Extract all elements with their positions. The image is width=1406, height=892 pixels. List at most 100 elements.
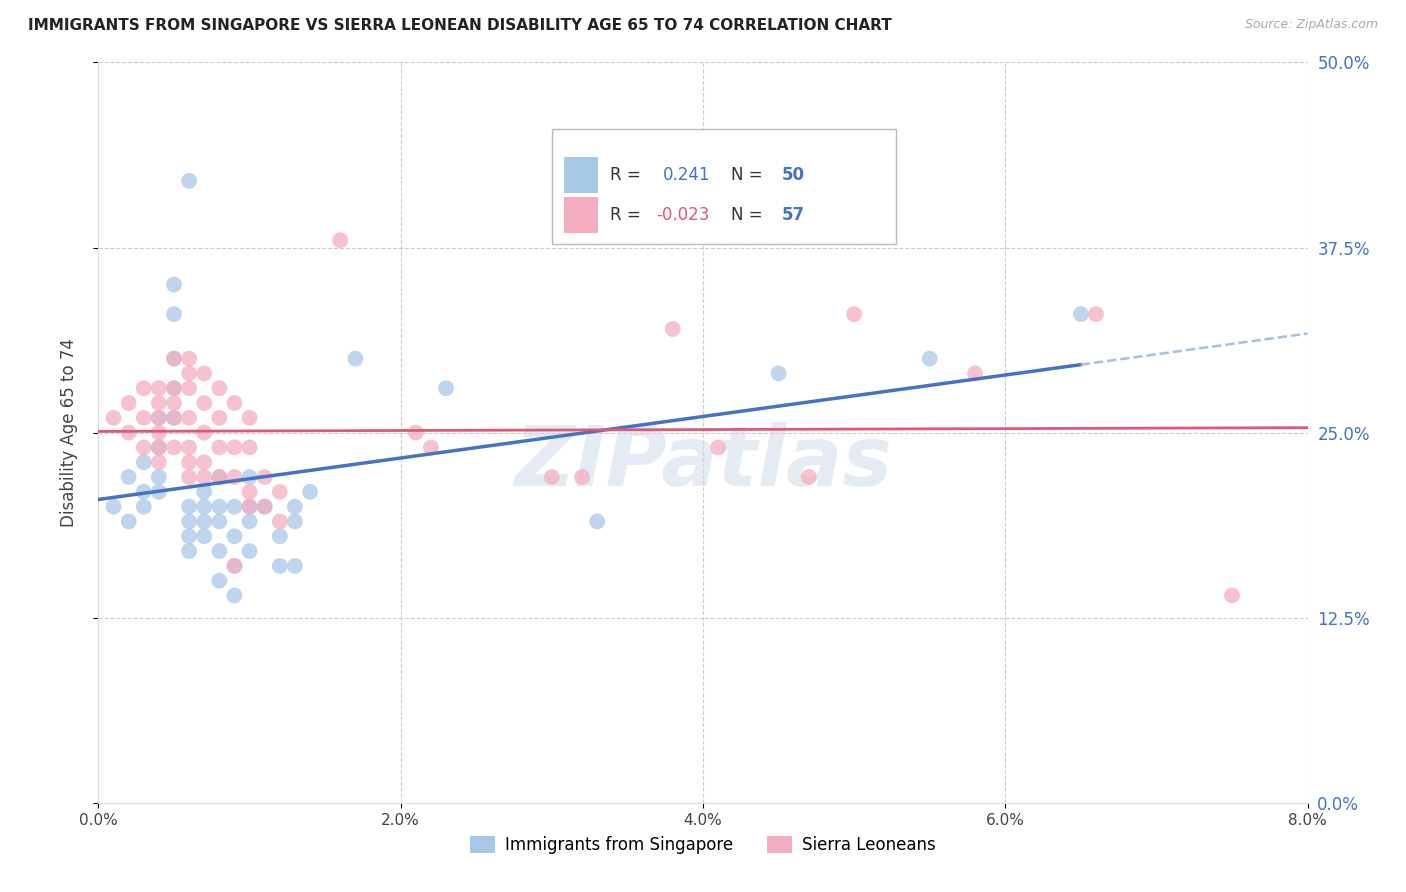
Point [193, 425, 215, 440]
Text: N =: N = [731, 206, 768, 224]
Point [193, 396, 215, 410]
Point [434, 381, 457, 395]
Point [148, 470, 170, 484]
Point [132, 455, 155, 469]
Point [239, 441, 262, 455]
Point [253, 500, 276, 514]
Y-axis label: Disability Age 65 to 74: Disability Age 65 to 74 [59, 338, 77, 527]
Point [586, 515, 609, 529]
Point [1085, 307, 1108, 321]
Point [224, 500, 246, 514]
Point [239, 500, 262, 514]
Point [163, 351, 186, 366]
Point [299, 484, 322, 499]
Point [208, 515, 231, 529]
Point [179, 381, 201, 395]
Point [148, 455, 170, 469]
Point [163, 277, 186, 292]
Point [179, 515, 201, 529]
Point [163, 381, 186, 395]
Point [163, 410, 186, 425]
Point [193, 470, 215, 484]
Point [269, 558, 291, 573]
Point [148, 441, 170, 455]
Point [148, 441, 170, 455]
Point [239, 515, 262, 529]
Point [132, 441, 155, 455]
Point [179, 410, 201, 425]
Point [224, 470, 246, 484]
Point [163, 381, 186, 395]
Point [193, 484, 215, 499]
Point [163, 410, 186, 425]
Point [540, 470, 562, 484]
Point [148, 410, 170, 425]
Point [179, 455, 201, 469]
Point [269, 484, 291, 499]
Point [269, 515, 291, 529]
Point [420, 441, 443, 455]
Text: Source: ZipAtlas.com: Source: ZipAtlas.com [1244, 18, 1378, 31]
Point [284, 558, 307, 573]
Point [148, 484, 170, 499]
Point [148, 381, 170, 395]
Point [132, 410, 155, 425]
Point [103, 500, 125, 514]
Point [179, 470, 201, 484]
Point [284, 500, 307, 514]
Point [132, 484, 155, 499]
Point [179, 174, 201, 188]
Point [224, 589, 246, 603]
Point [224, 558, 246, 573]
Point [1220, 589, 1243, 603]
Point [284, 515, 307, 529]
Point [179, 544, 201, 558]
Point [253, 500, 276, 514]
Text: ZIPatlas: ZIPatlas [515, 422, 891, 503]
Point [844, 307, 866, 321]
Point [239, 484, 262, 499]
Text: R =: R = [610, 206, 645, 224]
Point [163, 351, 186, 366]
FancyBboxPatch shape [564, 157, 598, 193]
FancyBboxPatch shape [551, 129, 897, 244]
Point [208, 544, 231, 558]
Point [163, 441, 186, 455]
Point [707, 441, 730, 455]
Text: 57: 57 [782, 206, 804, 224]
Text: 50: 50 [782, 166, 804, 184]
Point [208, 574, 231, 588]
Point [797, 470, 820, 484]
Point [208, 441, 231, 455]
Point [179, 367, 201, 381]
Point [918, 351, 941, 366]
Point [768, 367, 790, 381]
Point [239, 544, 262, 558]
Point [193, 529, 215, 543]
Point [193, 367, 215, 381]
Point [132, 500, 155, 514]
Point [269, 529, 291, 543]
Point [148, 396, 170, 410]
Point [148, 410, 170, 425]
Text: 0.241: 0.241 [664, 166, 710, 184]
Point [193, 455, 215, 469]
Point [208, 470, 231, 484]
Point [179, 529, 201, 543]
Point [118, 396, 141, 410]
Point [329, 233, 352, 247]
Text: -0.023: -0.023 [655, 206, 709, 224]
Point [132, 381, 155, 395]
Point [179, 351, 201, 366]
Point [661, 322, 683, 336]
Text: R =: R = [610, 166, 645, 184]
Point [571, 470, 593, 484]
Point [179, 441, 201, 455]
Point [103, 410, 125, 425]
Point [239, 410, 262, 425]
Point [193, 515, 215, 529]
Point [118, 425, 141, 440]
Point [148, 425, 170, 440]
Point [118, 515, 141, 529]
Point [224, 396, 246, 410]
